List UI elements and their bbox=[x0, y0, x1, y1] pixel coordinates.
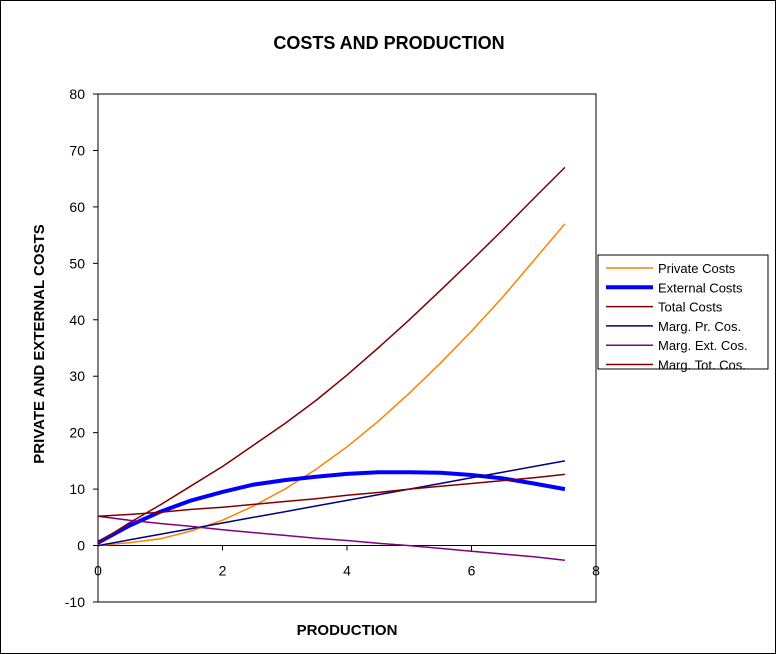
x-tick-label: 4 bbox=[343, 563, 351, 579]
x-tick-label: 2 bbox=[219, 563, 227, 579]
y-tick-label: 10 bbox=[69, 481, 85, 497]
y-tick-label: 30 bbox=[69, 368, 85, 384]
series-line-6 bbox=[97, 473, 565, 517]
y-tick-label: 60 bbox=[69, 199, 85, 215]
y-tick-label: -10 bbox=[65, 594, 85, 610]
series-line-2 bbox=[97, 470, 566, 545]
legend-label-4: Marg. Pr. Cos. bbox=[658, 319, 741, 334]
tick-labels-layer: -10 0 10 20 30 40 50 60 70 80 0 2 4 6 8 bbox=[65, 86, 600, 610]
legend-label-2: External Costs bbox=[658, 280, 743, 295]
legend-label-5: Marg. Ext. Cos. bbox=[658, 338, 748, 353]
y-axis-title: PRIVATE AND EXTERNAL COSTS bbox=[31, 224, 48, 463]
chart-title: COSTS AND PRODUCTION bbox=[273, 33, 504, 53]
plot-area-border bbox=[97, 93, 597, 603]
series-line-5 bbox=[97, 515, 565, 561]
y-tick-label: 20 bbox=[69, 425, 85, 441]
y-tick-label: 70 bbox=[69, 142, 85, 158]
axes-layer bbox=[93, 93, 597, 603]
series-line-3 bbox=[97, 166, 566, 544]
legend-label-1: Private Costs bbox=[658, 261, 736, 276]
y-tick-label: 40 bbox=[69, 312, 85, 328]
series-line-4 bbox=[97, 460, 566, 547]
x-tick-label: 0 bbox=[94, 563, 102, 579]
y-tick-label: 80 bbox=[69, 86, 85, 102]
legend-label-6: Marg. Tot. Cos. bbox=[658, 358, 746, 373]
series-layer bbox=[97, 166, 566, 561]
x-tick-label: 6 bbox=[468, 563, 476, 579]
series-line-1 bbox=[97, 223, 566, 547]
x-axis-title: PRODUCTION bbox=[297, 622, 398, 639]
x-tick-label: 8 bbox=[592, 563, 600, 579]
legend: Private Costs External Costs Total Costs Ma… bbox=[597, 254, 769, 373]
legend-box bbox=[597, 254, 769, 370]
y-tick-label: 50 bbox=[69, 255, 85, 271]
y-tick-label: 0 bbox=[77, 538, 85, 554]
legend-label-3: Total Costs bbox=[658, 300, 723, 315]
